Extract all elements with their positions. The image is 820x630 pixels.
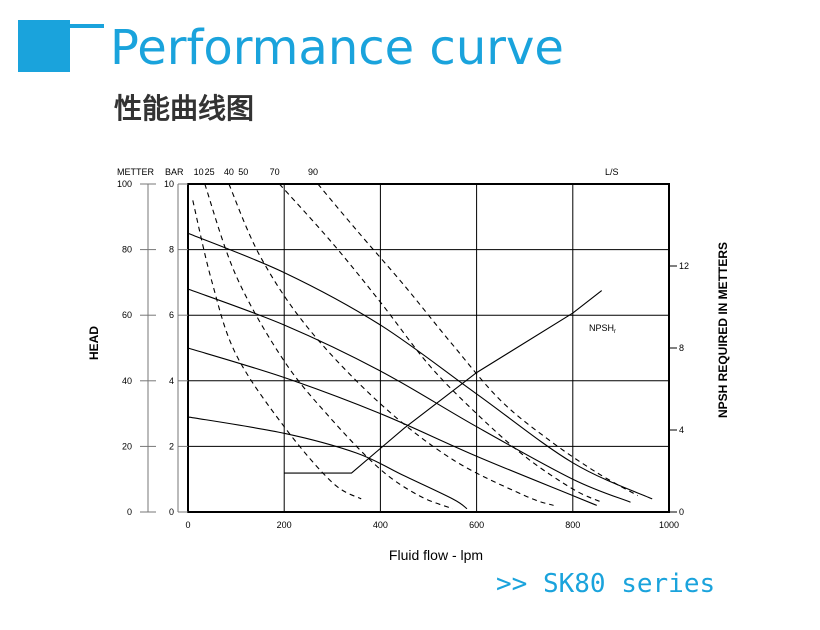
head-curve-3 [187, 416, 468, 510]
inner-tick-label: 6 [169, 310, 174, 320]
air-pressure-curve-8 [317, 183, 638, 497]
brand-logo [18, 20, 104, 72]
plot-frame [187, 183, 670, 513]
series-label: >> SK80 series [496, 569, 716, 599]
logo-bar [70, 24, 104, 28]
head-curve-1 [187, 288, 631, 503]
x-tick-label: 1000 [659, 520, 679, 530]
left-tick-label: 60 [122, 310, 132, 320]
chart-axes: 0 200 400 600 800 100002040608010002468100481… [117, 167, 689, 530]
top-tick-label: 25 [205, 167, 215, 177]
left-tick-label: 100 [117, 179, 132, 189]
left-axis-label: HEAD [87, 326, 101, 360]
right-tick-label: 8 [679, 343, 684, 353]
top-axis-bar-label: BAR [165, 167, 184, 177]
inner-tick-label: 0 [169, 507, 174, 517]
inner-tick-label: 4 [169, 376, 174, 386]
page-title: Performance curve [110, 20, 564, 76]
head-curve-2 [187, 347, 598, 506]
chart-grid [188, 184, 669, 512]
top-tick-label: 40 [224, 167, 234, 177]
right-tick-label: 0 [679, 507, 684, 517]
inner-tick-label: 8 [169, 245, 174, 255]
head-curve-0 [187, 232, 653, 500]
top-tick-label: 50 [238, 167, 248, 177]
left-tick-label: 0 [127, 507, 132, 517]
inner-tick-label: 10 [164, 179, 174, 189]
page-subtitle: 性能曲线图 [114, 92, 255, 125]
left-tick-label: 20 [122, 441, 132, 451]
right-axis-label: NPSH REQUIRED IN METTERS [716, 242, 730, 418]
chart-curves [187, 183, 653, 510]
x-tick-label: 800 [565, 520, 580, 530]
top-tick-label: 70 [270, 167, 280, 177]
right-tick-label: 12 [679, 261, 689, 271]
air-pressure-curve-7 [278, 183, 602, 503]
top-tick-label: 90 [308, 167, 318, 177]
inner-tick-label: 2 [169, 441, 174, 451]
air-pressure-curve-5 [204, 183, 453, 510]
npsh-annotation: NPSHr [589, 323, 616, 335]
left-tick-label: 40 [122, 376, 132, 386]
npsh-curve [284, 290, 603, 474]
right-tick-label: 4 [679, 425, 684, 435]
x-axis-label: Fluid flow - lpm [389, 547, 483, 563]
x-tick-label: 600 [469, 520, 484, 530]
x-tick-label: 0 [185, 520, 190, 530]
x-tick-label: 400 [373, 520, 388, 530]
left-tick-label: 80 [122, 245, 132, 255]
air-pressure-curve-6 [228, 183, 554, 506]
top-axis-left-label: METTER [117, 167, 154, 177]
x-tick-label: 200 [277, 520, 292, 530]
top-axis-right-label: L/S [605, 167, 619, 177]
npsh-annotation-subscript: r [614, 329, 616, 335]
logo-square [18, 20, 70, 72]
top-tick-label: 10 [194, 167, 204, 177]
npsh-annotation-text: NPSH [589, 323, 614, 333]
